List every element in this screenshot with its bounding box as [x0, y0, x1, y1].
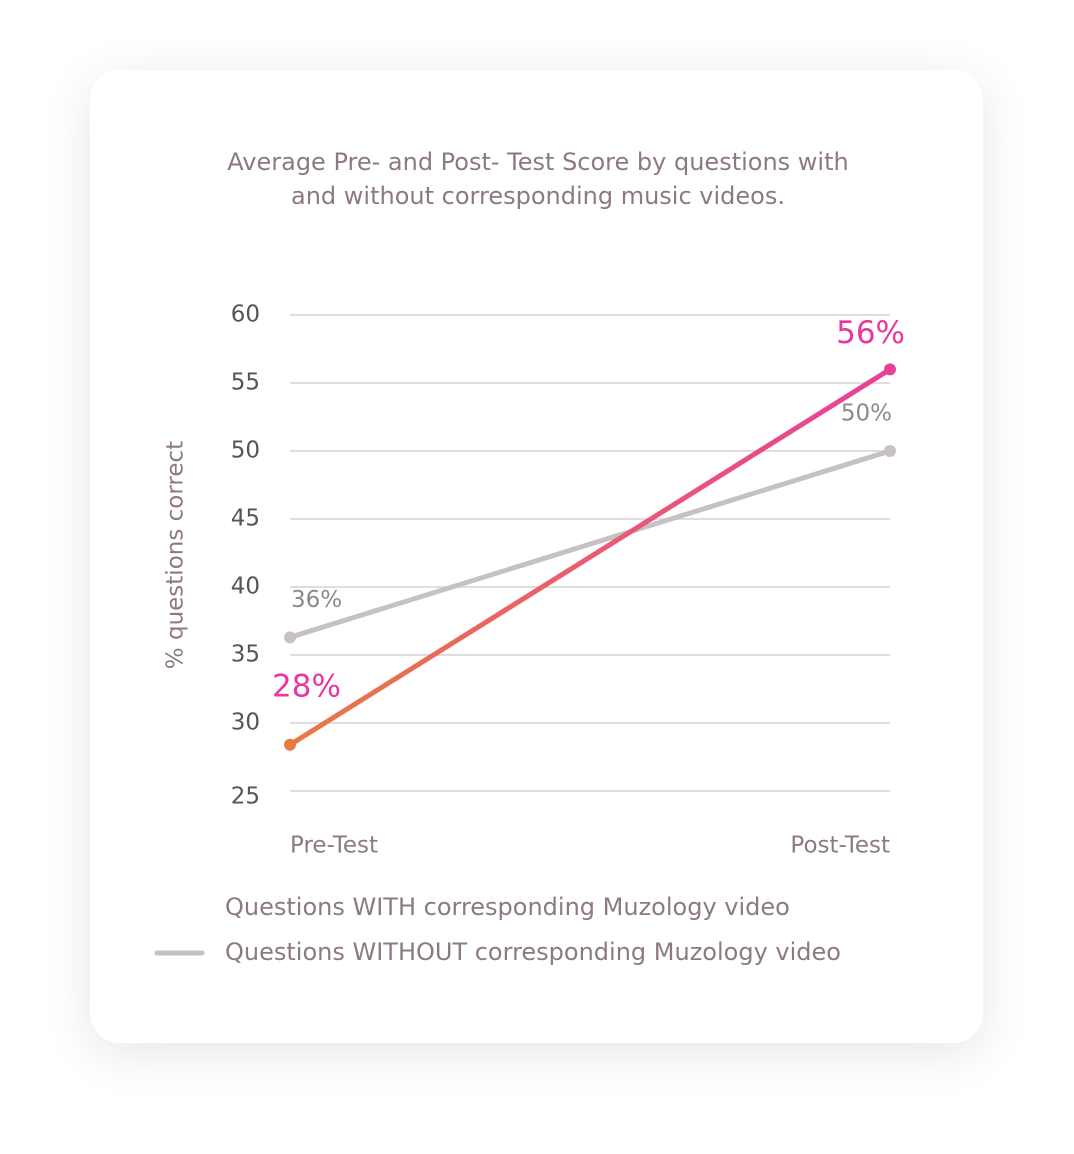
y-axis-label: % questions correct — [163, 441, 189, 669]
x-tick-label: Pre-Test — [290, 833, 378, 859]
chart-title: Average Pre- and Post- Test Score by que… — [227, 148, 848, 176]
series-line — [287, 448, 893, 640]
y-tick-label: 35 — [231, 642, 260, 668]
x-tick-label: Post-Test — [790, 833, 890, 859]
data-label: 56% — [836, 315, 905, 351]
y-tick-label: 25 — [231, 784, 260, 810]
data-point — [884, 363, 896, 376]
chart-title: and without corresponding music videos. — [291, 182, 785, 210]
y-tick-label: 30 — [231, 710, 260, 736]
y-tick-label: 50 — [231, 438, 260, 464]
y-tick-label: 45 — [231, 506, 260, 532]
y-tick-label: 40 — [231, 574, 260, 600]
legend-label: Questions WITHOUT corresponding Muzology… — [225, 938, 841, 966]
data-label: 28% — [272, 668, 341, 704]
series-line — [287, 366, 893, 748]
data-label: 36% — [291, 587, 342, 613]
data-point — [284, 631, 296, 644]
legend-label: Questions WITH corresponding Muzology vi… — [225, 893, 790, 921]
y-tick-label: 60 — [231, 302, 260, 328]
data-point — [284, 738, 296, 751]
card — [90, 70, 983, 1043]
data-label: 50% — [841, 401, 892, 427]
y-tick-label: 55 — [231, 370, 260, 396]
data-point — [884, 445, 896, 457]
